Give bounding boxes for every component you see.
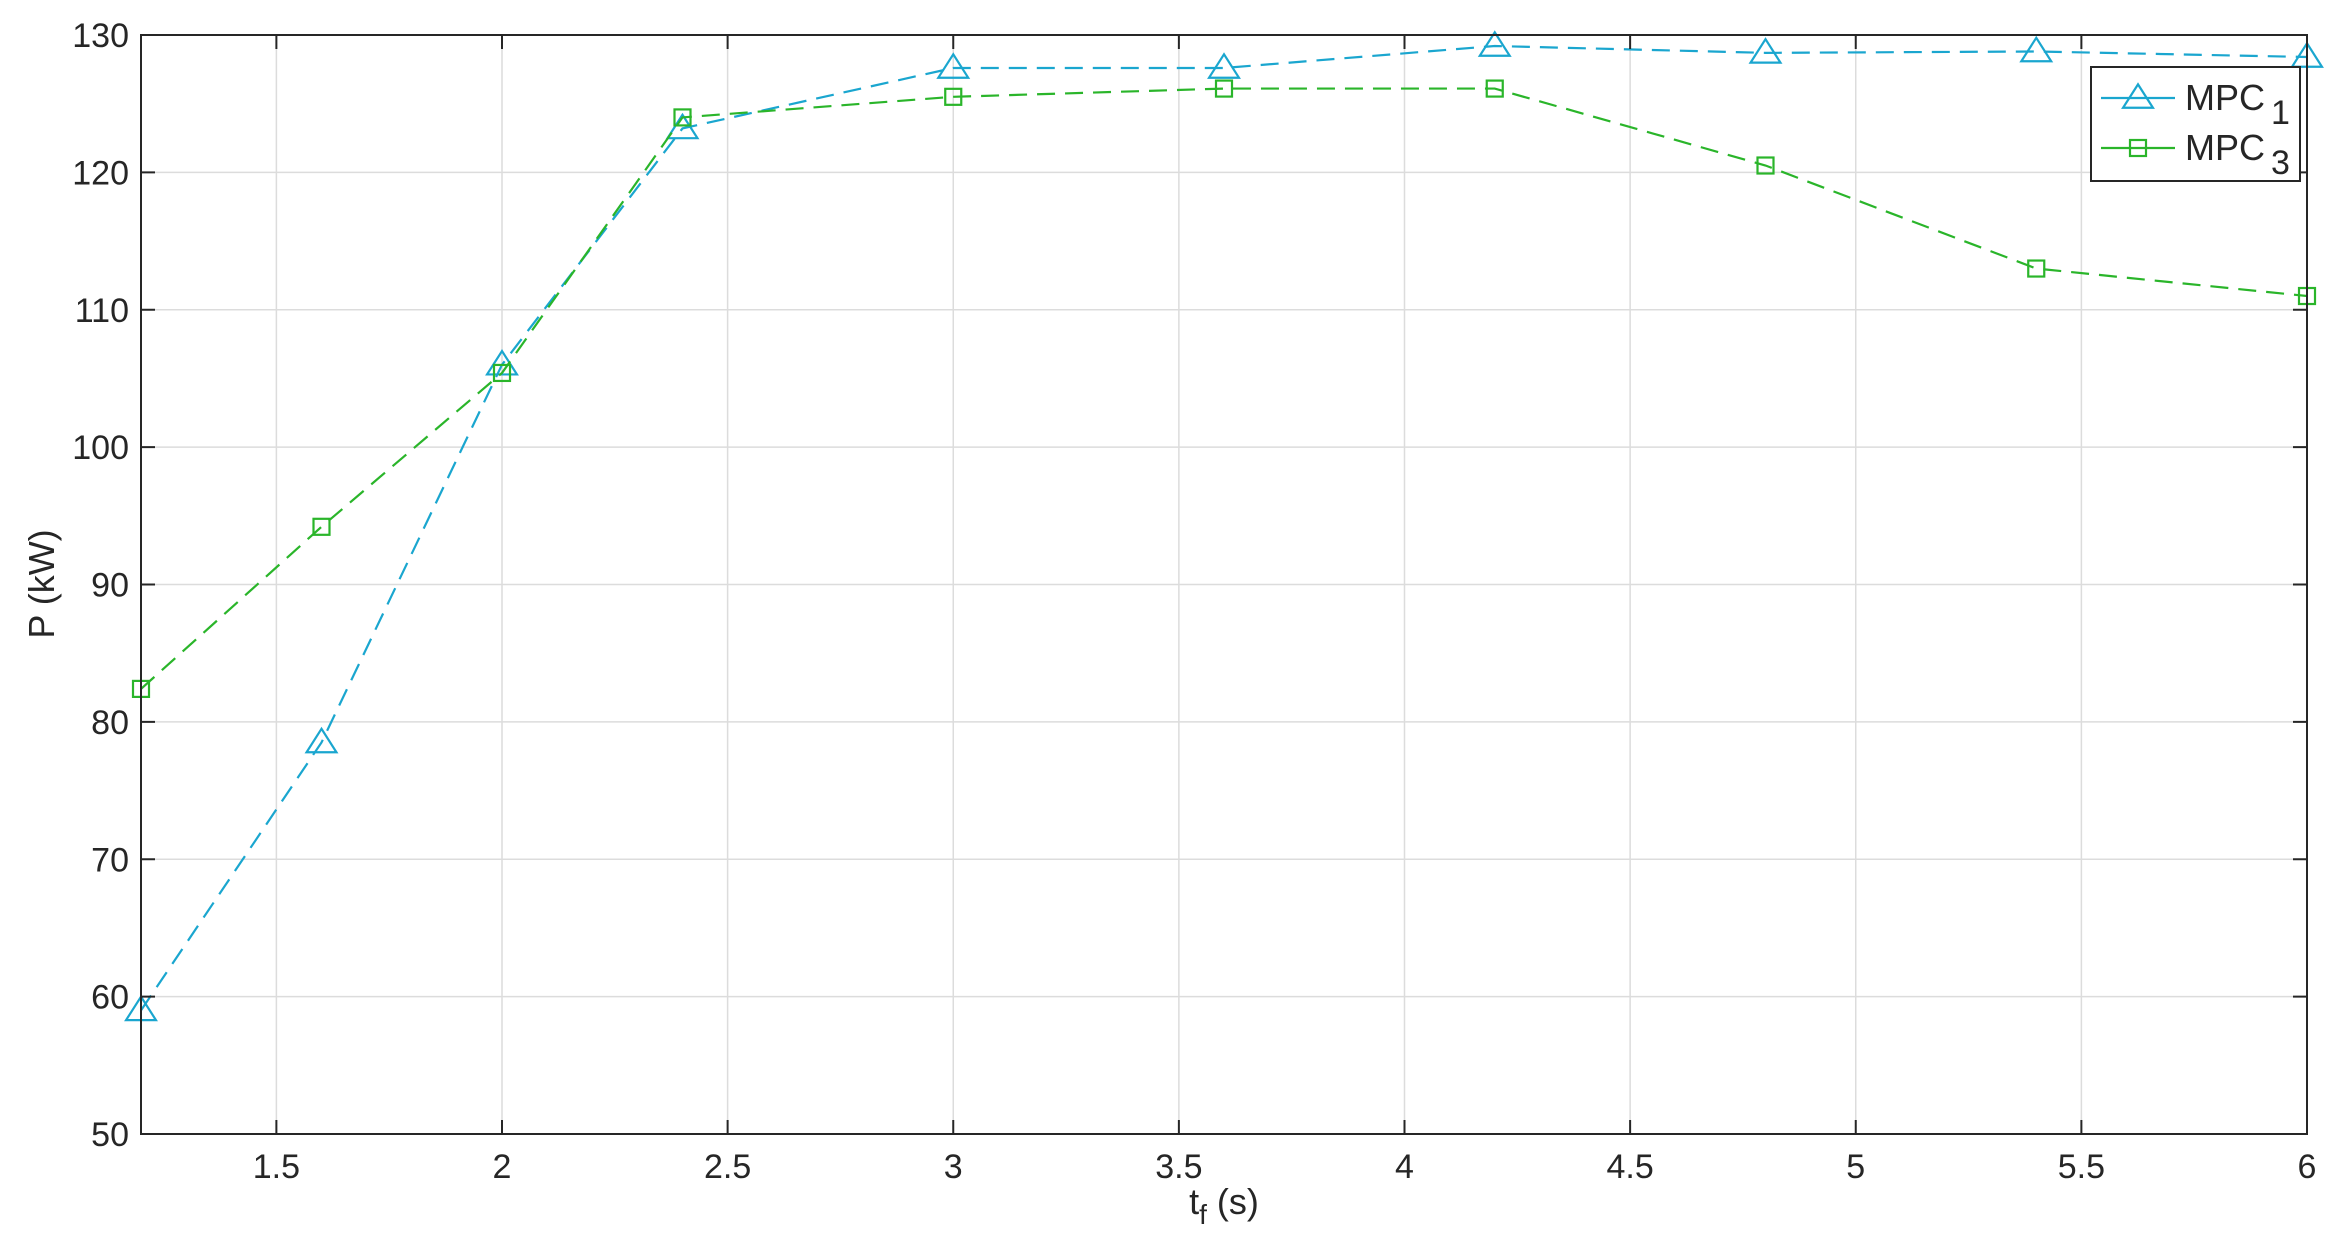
y-tick-label: 110 xyxy=(75,292,129,330)
data-point xyxy=(1214,79,1234,98)
y-tick-label: 70 xyxy=(91,841,129,879)
x-axis-label-unit: (s) xyxy=(1217,1181,1259,1222)
legend-label-main: MPC xyxy=(2185,77,2265,118)
legend-marker xyxy=(2121,82,2155,109)
data-point xyxy=(1485,79,1504,98)
x-axis-label-sub: f xyxy=(1199,1199,1207,1230)
x-tick-label: 3 xyxy=(944,1148,963,1186)
y-tick-label: 130 xyxy=(72,17,129,55)
x-tick-label: 2.5 xyxy=(704,1148,751,1186)
x-tick-label: 4 xyxy=(1395,1148,1414,1186)
y-tick-label: 90 xyxy=(91,567,129,605)
data-point xyxy=(1748,37,1783,64)
y-tick-label: 80 xyxy=(91,704,129,742)
data-point xyxy=(304,726,339,754)
data-point xyxy=(492,363,512,383)
x-axis-label-main: t xyxy=(1189,1181,1199,1222)
data-point xyxy=(944,87,963,106)
legend-label-sub: 3 xyxy=(2271,144,2290,182)
legend-item-2: MPC 3 xyxy=(2101,127,2290,182)
y-tick-label: 50 xyxy=(91,1116,129,1154)
axis-ticks: 1.5 2 2.5 3 3.5 4 4.5 5 5.5 6 50 60 70 80 90 100 110 120 1… xyxy=(72,17,2316,1186)
data-point xyxy=(312,517,331,536)
x-tick-label: 2 xyxy=(493,1148,512,1186)
data-point xyxy=(1207,52,1241,79)
y-tick-label: 100 xyxy=(72,429,129,467)
legend-label: MPC 3 xyxy=(2185,127,2290,182)
x-tick-label: 5.5 xyxy=(2058,1148,2105,1186)
x-axis-label: tf (s) xyxy=(1189,1181,1259,1230)
legend-item-1: MPC 1 xyxy=(2101,77,2290,132)
data-point xyxy=(936,52,971,79)
legend-label-sub: 1 xyxy=(2271,94,2290,132)
legend-marker xyxy=(2128,138,2148,158)
legend-box xyxy=(2090,66,2301,182)
x-tick-label: 1.5 xyxy=(253,1148,300,1186)
x-tick-label: 4.5 xyxy=(1606,1148,1653,1186)
x-tick-label: 5 xyxy=(1846,1148,1865,1186)
data-point xyxy=(673,108,692,127)
x-tick-label: 6 xyxy=(2298,1148,2317,1186)
series-line xyxy=(140,87,2308,690)
data-point xyxy=(1756,156,1775,175)
data-point xyxy=(2027,259,2046,278)
y-tick-label: 60 xyxy=(91,979,129,1017)
legend-label: MPC 1 xyxy=(2185,77,2290,132)
legend-label-main: MPC xyxy=(2185,127,2265,168)
x-tick-label: 3.5 xyxy=(1155,1148,1202,1186)
series-line xyxy=(140,44,2308,1011)
data-point xyxy=(1477,30,1512,57)
data-point xyxy=(2019,35,2054,63)
y-tick-label: 120 xyxy=(72,154,129,192)
y-axis-label: P (kW) xyxy=(21,529,62,638)
